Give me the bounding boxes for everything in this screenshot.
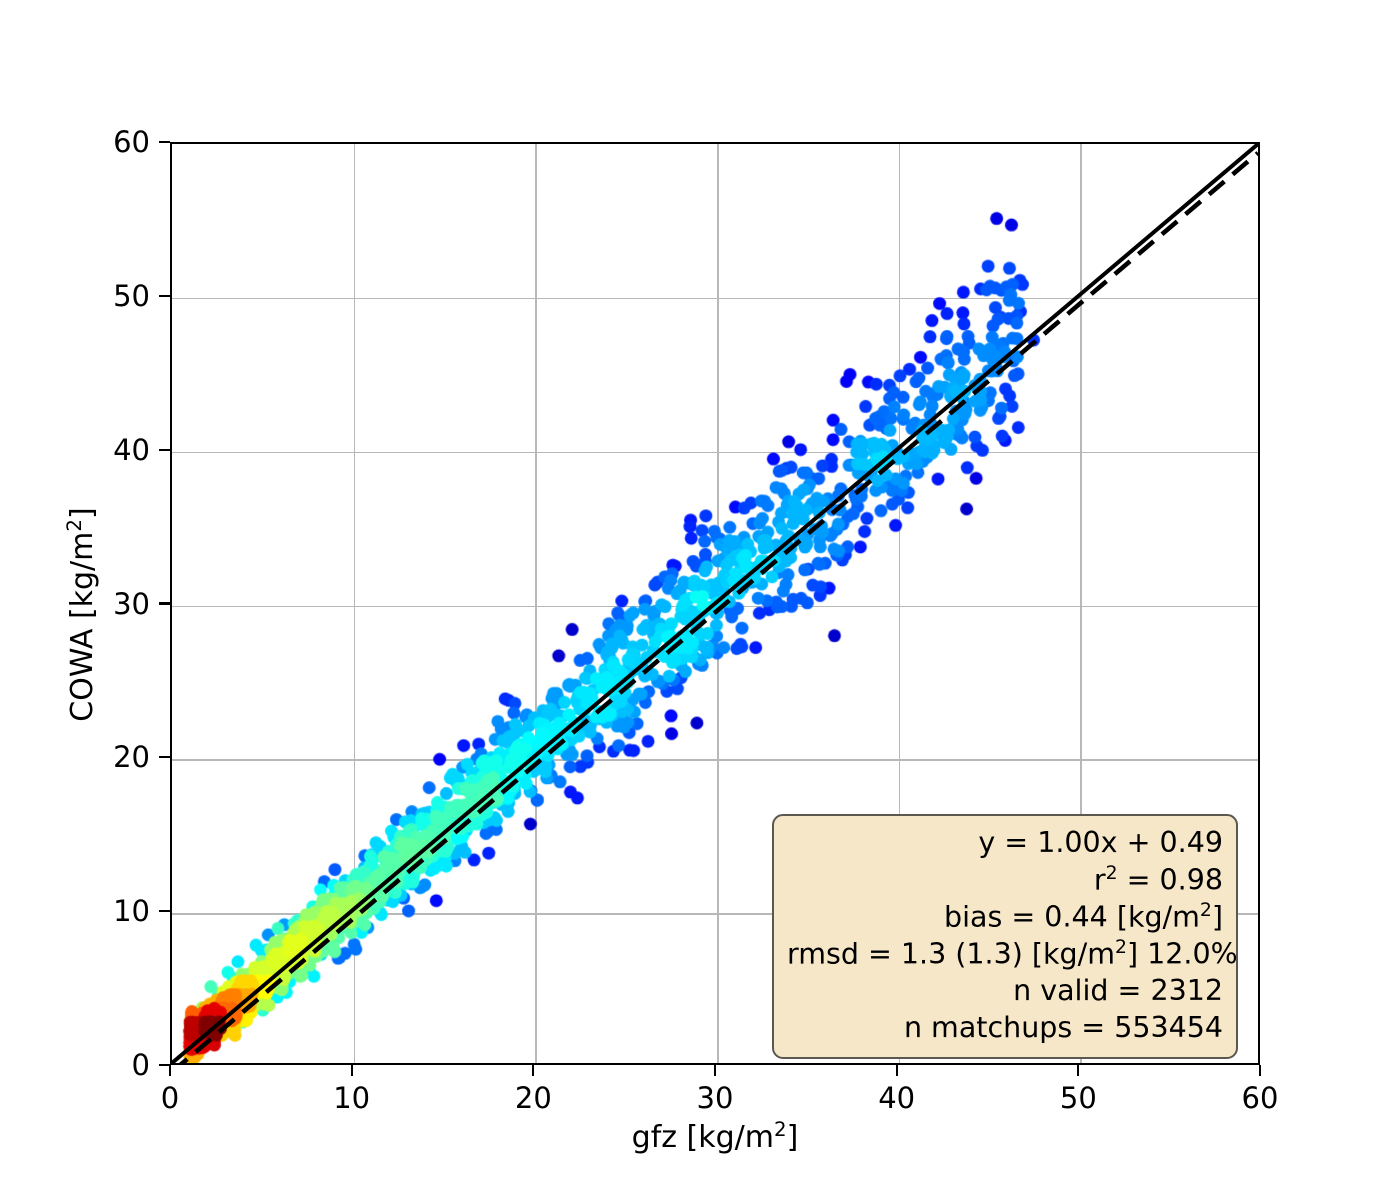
stat-bias-tail: ] <box>1211 900 1223 934</box>
x-tick-mark <box>713 1065 717 1076</box>
stat-bias: bias = 0.44 [kg/m2] <box>787 899 1223 936</box>
x-tick-mark <box>350 1065 353 1076</box>
stat-n-matchups: n matchups = 553454 <box>903 1010 1223 1044</box>
y-tick-label: 30 <box>113 586 150 621</box>
y-tick-label: 60 <box>113 125 150 159</box>
one-to-one-line <box>172 144 1258 1063</box>
y-axis-label-text: COWA [kg/m <box>65 531 100 722</box>
stat-rmsd-tail: ] 12.0% <box>1126 937 1238 971</box>
plot-area <box>170 142 1260 1065</box>
x-tick-label: 60 <box>1241 1081 1279 1115</box>
stat-r-squared-value: = 0.98 <box>1117 863 1223 897</box>
x-axis-label-exponent: 2 <box>774 1118 787 1141</box>
x-tick-mark <box>168 1065 172 1076</box>
reference-lines-layer <box>172 144 1258 1063</box>
y-tick-mark <box>159 1063 170 1067</box>
x-axis-label: gfz [kg/m2] <box>170 1118 1260 1155</box>
x-tick-mark <box>1077 1065 1080 1076</box>
y-tick-label: 10 <box>113 894 150 929</box>
stat-bias-exponent: 2 <box>1199 899 1212 921</box>
x-tick-label: 0 <box>160 1081 180 1115</box>
stat-rmsd-text: rmsd = 1.3 (1.3) [kg/m <box>787 937 1116 971</box>
x-tick-mark <box>1258 1065 1262 1076</box>
x-tick-label: 20 <box>514 1081 552 1115</box>
y-tick-label: 20 <box>113 740 150 775</box>
y-tick-mark <box>159 294 170 297</box>
stat-r-squared-exponent: 2 <box>1105 862 1118 884</box>
regression-line <box>179 151 1258 1063</box>
y-tick-label: 50 <box>113 278 150 313</box>
x-tick-label: 10 <box>333 1081 371 1115</box>
y-tick-mark <box>159 602 170 605</box>
statistics-box: y = 1.00x + 0.49 r2 = 0.98 bias = 0.44 [… <box>772 814 1238 1060</box>
x-axis-label-text: gfz [kg/m <box>631 1120 775 1155</box>
x-tick-label: 40 <box>878 1081 916 1115</box>
y-axis-label-exponent: 2 <box>63 519 86 532</box>
stat-rmsd-exponent: 2 <box>1115 936 1127 958</box>
stat-bias-text: bias = 0.44 [kg/m <box>943 900 1200 934</box>
x-axis-label-tail: ] <box>786 1120 799 1155</box>
y-tick-label: 40 <box>113 432 150 467</box>
stat-r-squared-symbol: r <box>1093 863 1106 897</box>
stat-r-squared: r2 = 0.98 <box>787 862 1223 899</box>
x-tick-label: 50 <box>1059 1081 1097 1115</box>
x-tick-mark <box>895 1065 898 1076</box>
y-axis-label-tail: ] <box>65 507 100 520</box>
y-tick-mark <box>159 448 170 451</box>
stat-n-valid: n valid = 2312 <box>1013 973 1223 1007</box>
y-axis-label: COWA [kg/m2] <box>63 153 100 1076</box>
y-tick-label: 0 <box>131 1048 150 1082</box>
stat-fit-line: y = 1.00x + 0.49 <box>978 826 1223 859</box>
x-tick-label: 30 <box>696 1081 734 1115</box>
y-tick-mark <box>159 910 170 913</box>
y-tick-mark <box>159 140 170 144</box>
x-tick-mark <box>532 1065 535 1076</box>
stat-rmsd: rmsd = 1.3 (1.3) [kg/m2] 12.0% <box>787 936 1238 973</box>
y-tick-mark <box>159 756 170 759</box>
